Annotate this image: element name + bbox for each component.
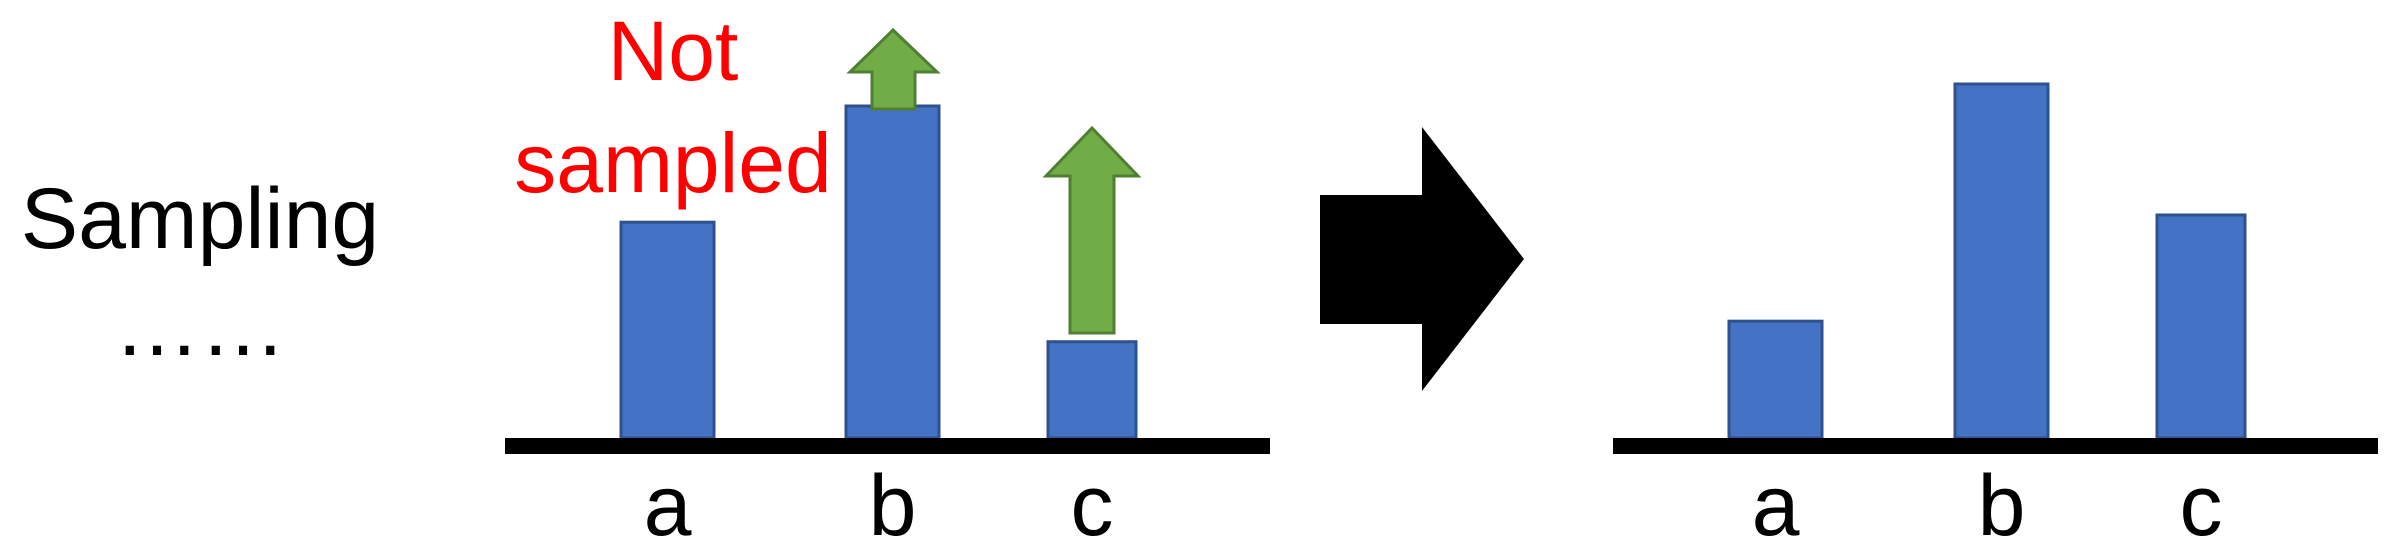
after_panel-tick-c: c (2180, 458, 2223, 550)
before_panel-tick-b: b (869, 458, 917, 550)
before_panel-tick-a: a (644, 458, 692, 550)
before_panel-bar-a (619, 220, 716, 440)
after_panel-tick-a: a (1752, 458, 1800, 550)
after_panel-bar-a (1727, 319, 1824, 440)
not-sampled-line2: sampled (514, 116, 832, 210)
after-panel: a b c (1613, 82, 2378, 550)
before_panel-tick-c: c (1071, 458, 1114, 550)
up-arrow-icon (846, 27, 941, 111)
before_panel-bar-c (1046, 340, 1138, 440)
after_panel-tick-b: b (1978, 458, 2026, 550)
before_panel-bar-b (844, 104, 941, 440)
after_panel-bar-b (1953, 82, 2050, 440)
after_panel-bar-c (2155, 213, 2247, 440)
before-panel: a b c Not sampled (505, 4, 1270, 550)
not-sampled-line1: Not (608, 4, 739, 98)
sampling-label: Sampling (21, 171, 380, 267)
right-arrow-icon (1320, 127, 1524, 391)
ellipsis-label: …… (114, 278, 286, 374)
up-arrow-icon (1042, 125, 1142, 335)
